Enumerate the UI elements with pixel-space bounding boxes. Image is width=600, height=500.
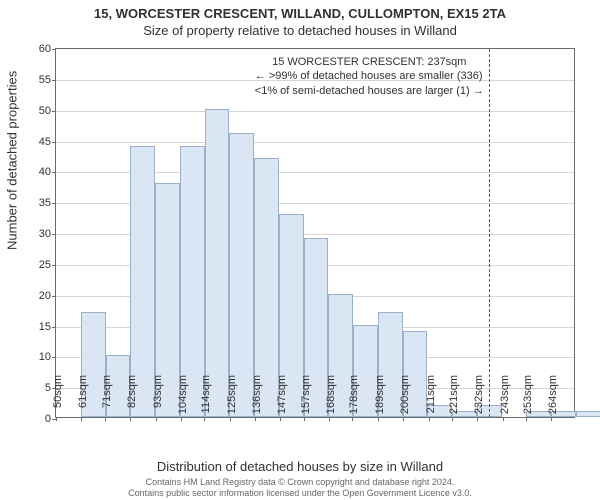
y-axis-label: Number of detached properties — [5, 71, 20, 250]
xtick-label: 104sqm — [177, 375, 189, 421]
ytick-mark — [52, 172, 56, 173]
xtick-label: 211sqm — [425, 375, 437, 421]
histogram-bar — [205, 109, 230, 417]
ytick-mark — [52, 234, 56, 235]
chart-subtitle: Size of property relative to detached ho… — [0, 21, 600, 38]
ytick-label: 5 — [45, 382, 51, 394]
xtick-label: 147sqm — [276, 375, 288, 421]
reference-line — [489, 49, 490, 417]
annotation-line: 15 WORCESTER CRESCENT: 237sqm — [255, 55, 484, 69]
xtick-label: 125sqm — [226, 375, 238, 421]
xtick-label: 157sqm — [300, 375, 312, 421]
xtick-label: 189sqm — [374, 375, 386, 421]
xtick-label: 71sqm — [101, 375, 113, 421]
xtick-label: 243sqm — [499, 375, 511, 421]
histogram-bar — [576, 411, 600, 417]
ytick-mark — [52, 265, 56, 266]
ytick-label: 15 — [39, 321, 51, 333]
xtick-label: 61sqm — [77, 375, 89, 421]
ytick-mark — [52, 203, 56, 204]
ytick-label: 10 — [39, 351, 51, 363]
x-axis-label: Distribution of detached houses by size … — [0, 459, 600, 474]
xtick-label: 264sqm — [547, 375, 559, 421]
annotation-box: 15 WORCESTER CRESCENT: 237sqm← >99% of d… — [255, 55, 484, 98]
ytick-label: 30 — [39, 228, 51, 240]
ytick-label: 50 — [39, 105, 51, 117]
ytick-label: 60 — [39, 43, 51, 55]
ytick-mark — [52, 80, 56, 81]
xtick-label: 93sqm — [152, 375, 164, 421]
gridline — [56, 111, 574, 112]
ytick-label: 45 — [39, 136, 51, 148]
ytick-mark — [52, 142, 56, 143]
footer-line-2: Contains public sector information licen… — [0, 488, 600, 498]
ytick-mark — [52, 49, 56, 50]
ytick-label: 25 — [39, 259, 51, 271]
xtick-label: 178sqm — [348, 375, 360, 421]
xtick-label: 253sqm — [522, 375, 534, 421]
ytick-mark — [52, 111, 56, 112]
ytick-label: 20 — [39, 290, 51, 302]
chart-container: 15, WORCESTER CRESCENT, WILLAND, CULLOMP… — [0, 0, 600, 500]
ytick-mark — [52, 357, 56, 358]
footer-attribution: Contains HM Land Registry data © Crown c… — [0, 477, 600, 498]
ytick-mark — [52, 327, 56, 328]
xtick-label: 232sqm — [473, 375, 485, 421]
annotation-line: ← >99% of detached houses are smaller (3… — [255, 69, 484, 83]
annotation-line: <1% of semi-detached houses are larger (… — [255, 84, 484, 98]
chart-title: 15, WORCESTER CRESCENT, WILLAND, CULLOMP… — [0, 0, 600, 21]
footer-line-1: Contains HM Land Registry data © Crown c… — [0, 477, 600, 487]
ytick-mark — [52, 296, 56, 297]
xtick-label: 50sqm — [52, 375, 64, 421]
xtick-label: 200sqm — [399, 375, 411, 421]
xtick-label: 114sqm — [200, 375, 212, 421]
ytick-label: 0 — [45, 413, 51, 425]
ytick-label: 40 — [39, 166, 51, 178]
gridline — [56, 142, 574, 143]
plot-area: 05101520253035404550556050sqm61sqm71sqm8… — [55, 48, 575, 418]
xtick-label: 221sqm — [448, 375, 460, 421]
ytick-label: 55 — [39, 74, 51, 86]
ytick-label: 35 — [39, 197, 51, 209]
xtick-label: 82sqm — [126, 375, 138, 421]
xtick-label: 136sqm — [251, 375, 263, 421]
xtick-label: 168sqm — [325, 375, 337, 421]
